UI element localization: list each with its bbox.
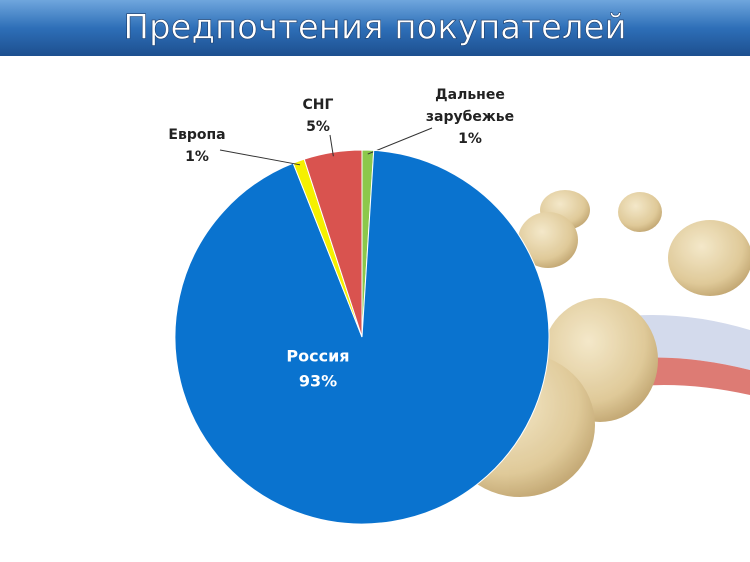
slice-label: Дальнее зарубежье	[426, 87, 514, 125]
slice-label: Европа	[168, 127, 225, 143]
slice-label: Россия	[286, 347, 349, 366]
slice-value-label: 5%	[306, 119, 330, 135]
slice-value-label: 93%	[299, 372, 337, 391]
chart-title: Предпочтения покупателей	[123, 8, 626, 48]
leader-line	[329, 134, 334, 157]
slice-value-label: 1%	[185, 149, 209, 165]
leader-line	[367, 127, 433, 155]
slice-label: СНГ	[303, 97, 334, 113]
leader-line	[219, 149, 301, 166]
pie-slice	[174, 149, 550, 525]
title-banner	[0, 0, 750, 56]
slice-value-label: 1%	[458, 131, 482, 147]
